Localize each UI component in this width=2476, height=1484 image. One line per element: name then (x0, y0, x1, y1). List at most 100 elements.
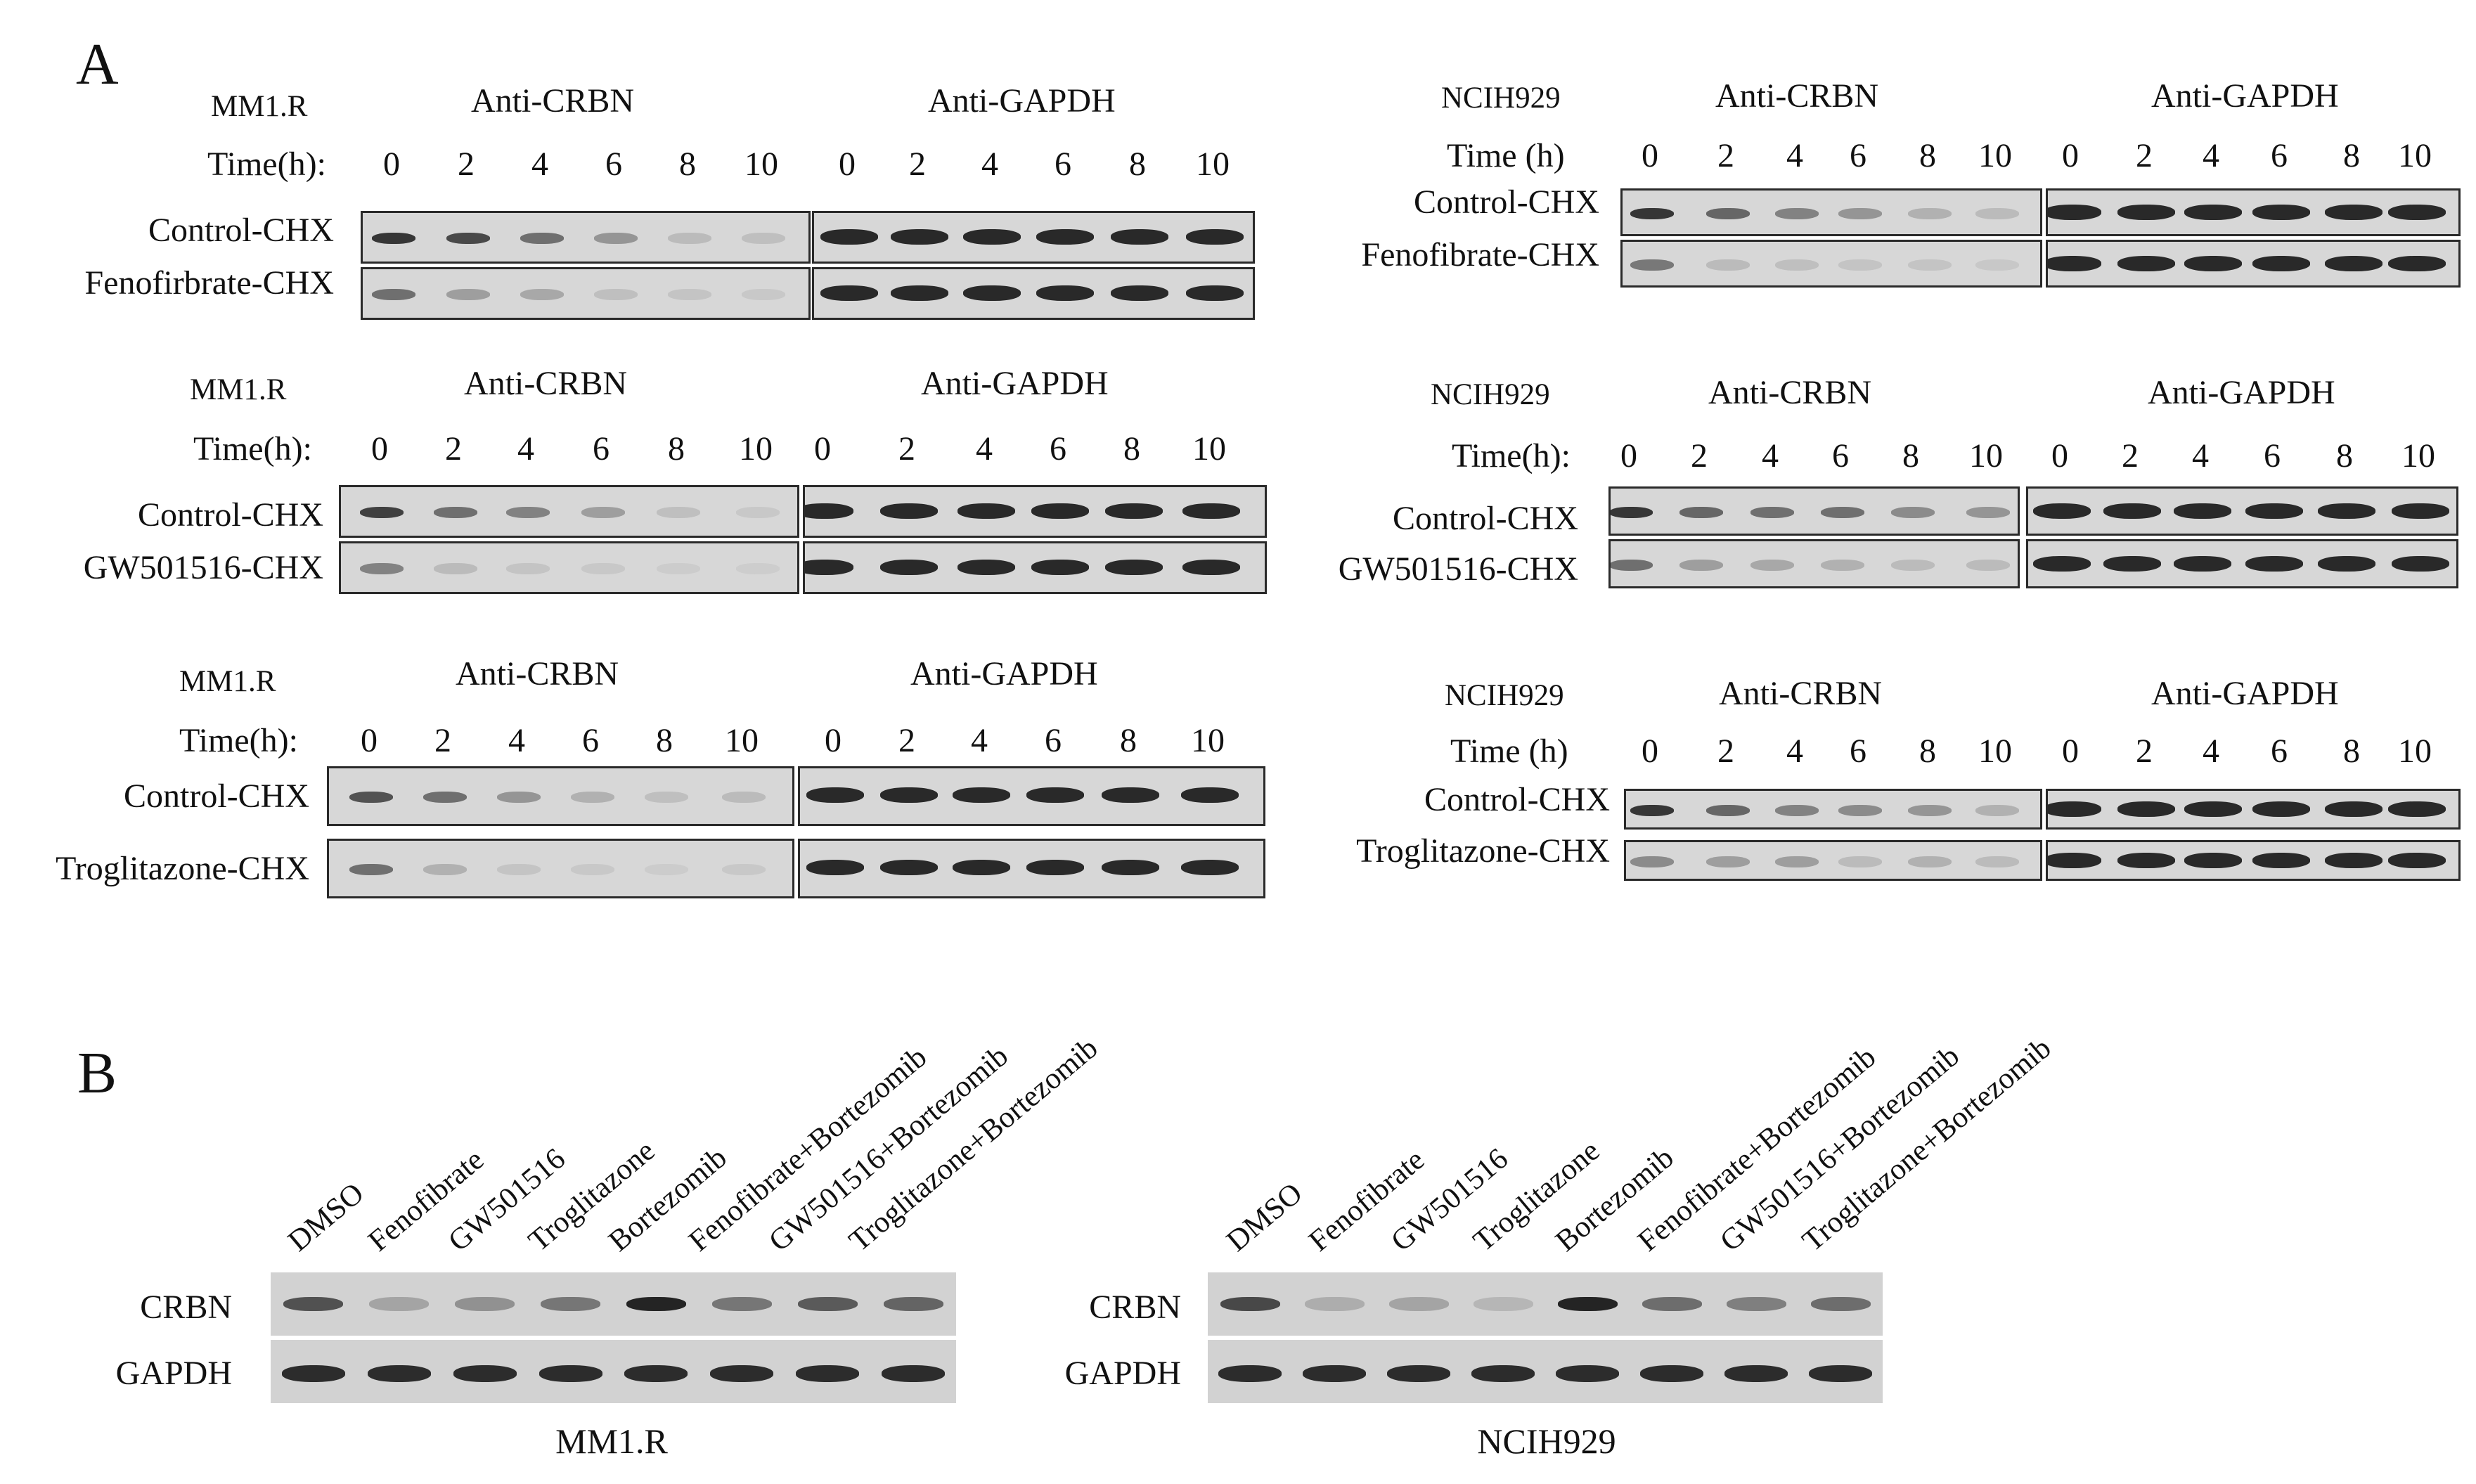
anti-gapdh-header: Anti-GAPDH (910, 655, 1098, 692)
time-tick-crbn: 6 (582, 722, 599, 759)
crbn-band (1630, 804, 1674, 816)
time-tick-crbn: 0 (361, 722, 378, 759)
crbn-band (722, 863, 766, 875)
time-tick-gapdh: 0 (2062, 733, 2079, 770)
time-tick-crbn: 10 (744, 146, 778, 183)
time-tick-crbn: 2 (1717, 733, 1734, 770)
gapdh-band (2184, 255, 2242, 271)
gapdh-band (2048, 801, 2101, 818)
crbn-band (736, 563, 780, 574)
gapdh-band (539, 1365, 602, 1382)
crbn-band (1775, 207, 1819, 219)
crbn-band (1679, 506, 1723, 518)
gapdh-band (880, 860, 938, 876)
gapdh-band (2245, 503, 2303, 519)
crbn-band (1975, 804, 2019, 816)
time-label: Time (h) (1450, 733, 1568, 770)
time-tick-gapdh: 0 (814, 430, 831, 467)
row-label: GW501516-CHX (1338, 550, 1578, 588)
crbn-blot (271, 1272, 956, 1336)
time-tick-crbn: 0 (371, 430, 388, 467)
gapdh-blot (803, 485, 1267, 538)
crbn-band (506, 563, 550, 574)
time-tick-gapdh: 6 (1055, 146, 1071, 183)
gapdh-band (367, 1365, 431, 1382)
gapdh-band (1186, 228, 1244, 245)
time-tick-crbn: 8 (656, 722, 673, 759)
gapdh-band (963, 228, 1021, 245)
time-tick-gapdh: 8 (1123, 430, 1140, 467)
gapdh-blot (1208, 1340, 1883, 1403)
time-tick-gapdh: 4 (971, 722, 988, 759)
time-tick-gapdh: 6 (2271, 137, 2288, 174)
time-tick-gapdh: 2 (898, 722, 915, 759)
crbn-band (1726, 1297, 1786, 1311)
gapdh-band (806, 787, 864, 804)
crbn-band (1775, 856, 1819, 867)
time-tick-crbn: 6 (1850, 137, 1866, 174)
time-tick-crbn: 6 (1850, 733, 1866, 770)
gapdh-band (2252, 801, 2310, 818)
crbn-band (1706, 207, 1750, 219)
time-tick-gapdh: 4 (2203, 733, 2219, 770)
crbn-band (657, 563, 700, 574)
gapdh-blot (798, 766, 1265, 826)
time-tick-crbn: 0 (1642, 733, 1658, 770)
time-label: Time(h): (207, 146, 326, 183)
gapdh-band (1556, 1365, 1619, 1382)
crbn-band (541, 1297, 601, 1311)
gapdh-band (1471, 1365, 1535, 1382)
crbn-band (1775, 259, 1819, 271)
crbn-band (736, 507, 780, 518)
gapdh-blot (271, 1340, 956, 1403)
anti-crbn-header: Anti-CRBN (1715, 77, 1879, 115)
time-tick-gapdh: 2 (898, 430, 915, 467)
blot-caption: NCIH929 (1477, 1421, 1616, 1461)
time-tick-gapdh: 2 (909, 146, 926, 183)
gapdh-band (1303, 1365, 1366, 1382)
row-label: Control-CHX (1414, 183, 1599, 221)
blot-caption: MM1.R (555, 1421, 668, 1461)
crbn-blot (327, 839, 794, 898)
crbn-blot (327, 766, 794, 826)
time-tick-crbn: 4 (517, 430, 534, 467)
gapdh-band (2325, 204, 2382, 220)
gapdh-band (1036, 285, 1094, 301)
anti-crbn-header: Anti-CRBN (464, 365, 628, 402)
row-label: Control-CHX (148, 212, 334, 249)
time-tick-gapdh: 0 (2062, 137, 2079, 174)
crbn-band (1220, 1297, 1280, 1311)
crbn-band (1838, 804, 1882, 816)
crbn-band (1908, 804, 1952, 816)
gapdh-blot (812, 211, 1255, 264)
cell-line-label: MM1.R (211, 90, 308, 123)
time-tick-gapdh: 10 (1196, 146, 1230, 183)
crbn-band (497, 791, 541, 803)
crbn-band (1821, 506, 1864, 518)
crbn-band (1388, 1297, 1449, 1311)
panel-label-b: B (77, 1040, 117, 1106)
gapdh-band (2103, 555, 2161, 572)
row-label: Control-CHX (138, 496, 323, 534)
gapdh-band (2117, 255, 2175, 271)
gapdh-band (880, 503, 938, 519)
panel-label-a: A (76, 32, 119, 97)
lane-label: DMSO (282, 1176, 370, 1258)
crbn-band (742, 233, 785, 244)
gapdh-band (1102, 860, 1159, 876)
crbn-band (645, 791, 688, 803)
gapdh-band (1036, 228, 1094, 245)
crbn-band (1473, 1297, 1533, 1311)
gapdh-band (1105, 503, 1163, 519)
time-tick-gapdh: 4 (2192, 437, 2209, 475)
gapdh-band (2252, 204, 2310, 220)
crbn-band (571, 791, 614, 803)
crbn-band (497, 863, 541, 875)
gapdh-band (1182, 559, 1240, 575)
gapdh-band (2174, 555, 2231, 572)
cell-line-label: MM1.R (179, 665, 276, 698)
crbn-band (1838, 259, 1882, 271)
crbn-band (1679, 559, 1723, 571)
time-tick-gapdh: 6 (1045, 722, 1062, 759)
